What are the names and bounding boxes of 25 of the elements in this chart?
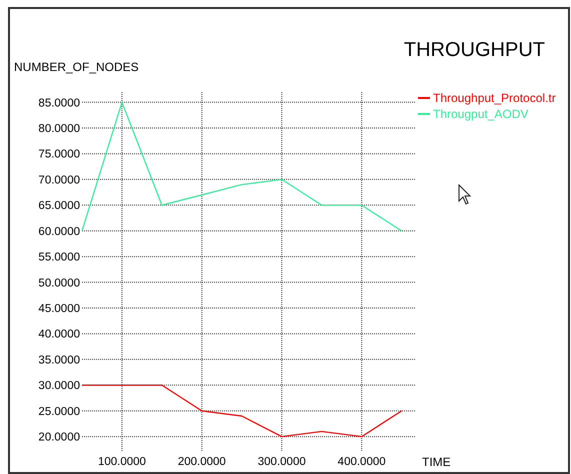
y-tick-label: 80.0000 bbox=[38, 123, 80, 136]
x-tick-label: 400.0000 bbox=[338, 456, 386, 468]
y-tick-label: 40.0000 bbox=[38, 328, 80, 341]
y-tick-label: 35.0000 bbox=[38, 354, 80, 366]
x-tick-label: 200.0000 bbox=[178, 456, 226, 468]
x-tick-label: 100.0000 bbox=[98, 456, 146, 468]
x-tick-label: 300.0000 bbox=[258, 456, 306, 468]
legend-label: Throughput_Protocol.tr bbox=[433, 91, 556, 105]
y-axis-title: NUMBER_OF_NODES bbox=[14, 60, 139, 74]
y-tick-label: 55.0000 bbox=[38, 252, 80, 264]
y-tick-label: 70.0000 bbox=[38, 174, 80, 186]
y-tick-label: 60.0000 bbox=[38, 226, 80, 238]
legend-label: Througput_AODV bbox=[433, 107, 528, 121]
y-tick-label: 65.0000 bbox=[38, 200, 80, 212]
y-tick-label: 85.0000 bbox=[38, 97, 80, 110]
x-axis-title: TIME bbox=[422, 455, 451, 469]
text: THROUGHPUT bbox=[404, 39, 545, 61]
y-tick-label: 20.0000 bbox=[38, 432, 80, 444]
y-tick-label: 50.0000 bbox=[38, 277, 80, 290]
y-tick-label: 75.0000 bbox=[38, 148, 80, 161]
line-series bbox=[81, 102, 402, 232]
y-tick-label: 30.0000 bbox=[38, 380, 80, 392]
line-series bbox=[81, 384, 402, 438]
y-tick-label: 25.0000 bbox=[38, 406, 80, 418]
y-tick-label: 45.0000 bbox=[38, 303, 80, 316]
